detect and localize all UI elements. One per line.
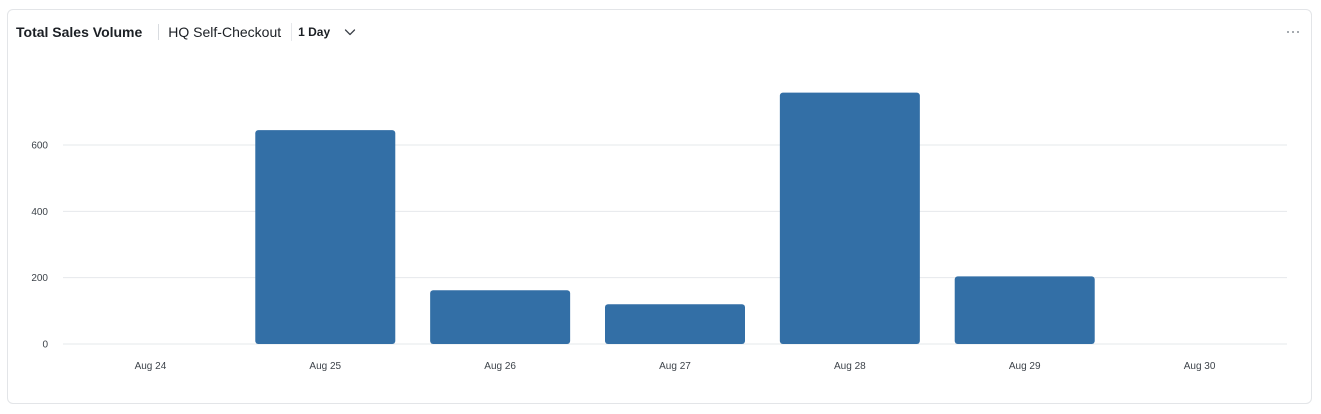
x-tick-label: Aug 29: [1009, 361, 1041, 372]
bar: [954, 276, 1095, 344]
chart-title: Total Sales Volume: [16, 24, 143, 40]
bar: [779, 92, 920, 344]
store-name: HQ Self-Checkout: [168, 24, 282, 40]
card-header: Total Sales Volume HQ Self-Checkout 1 Da…: [16, 20, 356, 44]
bar: [255, 130, 396, 344]
chevron-down-icon: [344, 26, 356, 38]
time-range-label: 1 Day: [298, 25, 331, 39]
x-tick-label: Aug 24: [135, 361, 167, 372]
more-horizontal-icon: [1286, 21, 1300, 39]
bar: [430, 290, 571, 344]
bar: [605, 304, 745, 344]
x-tick-label: Aug 28: [834, 361, 866, 372]
y-tick-label: 600: [31, 141, 48, 152]
x-tick-label: Aug 27: [659, 361, 691, 372]
x-tick-label: Aug 30: [1184, 361, 1216, 372]
y-tick-label: 400: [31, 207, 48, 218]
x-tick-label: Aug 26: [484, 361, 516, 372]
more-options-button[interactable]: [1285, 22, 1301, 38]
y-tick-label: 0: [42, 340, 48, 351]
time-range-dropdown[interactable]: 1 Day: [291, 23, 356, 41]
y-tick-label: 200: [31, 273, 48, 284]
x-tick-label: Aug 25: [309, 361, 341, 372]
header-divider: [158, 24, 160, 40]
